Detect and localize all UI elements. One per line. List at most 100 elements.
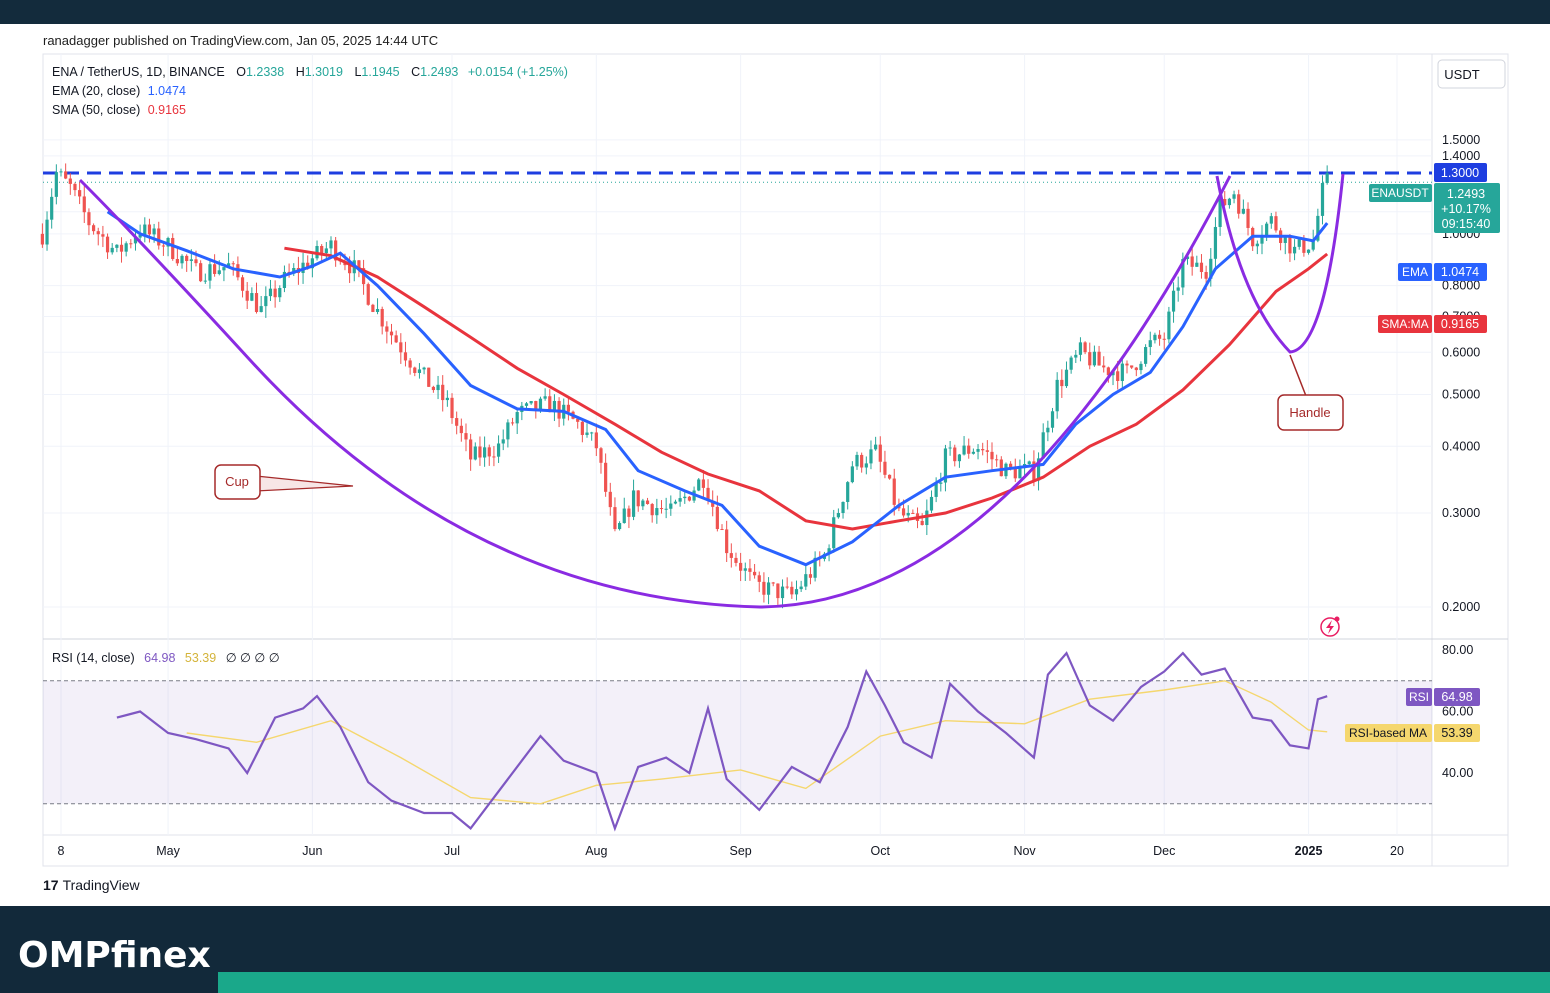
candle-body <box>1306 249 1311 253</box>
rsi-legend-extra: ∅ ∅ ∅ ∅ <box>226 651 280 665</box>
candle-body <box>1069 357 1073 370</box>
x-tick-label: Sep <box>730 844 752 858</box>
handle-curve[interactable] <box>1215 173 1345 354</box>
candle <box>1130 365 1134 370</box>
candle <box>119 237 124 263</box>
candle <box>999 456 1003 477</box>
rsi-ma-legend-value: 53.39 <box>185 651 216 665</box>
candle <box>585 423 589 438</box>
candle-body <box>548 396 552 413</box>
ema-value-label: 1.0474 <box>1441 265 1479 279</box>
candle <box>1320 175 1325 225</box>
candle <box>962 436 966 456</box>
candle-body <box>613 507 617 530</box>
resistance-tag <box>1434 163 1487 182</box>
x-tick-label: 2025 <box>1295 844 1323 858</box>
candle-body <box>771 582 775 584</box>
candle-body <box>529 401 533 404</box>
candle-body <box>622 508 626 524</box>
time-axis: 8 May Jun Jul Aug Sep Oct Nov Dec 2025 20 <box>58 844 1404 858</box>
candle <box>87 208 91 236</box>
cup-callout-pointer <box>255 475 354 492</box>
candle-body <box>245 290 249 301</box>
candle-body <box>794 589 799 595</box>
candle <box>101 225 105 248</box>
ema-value-tag <box>1434 263 1487 281</box>
candle-body <box>1078 342 1083 355</box>
candle <box>543 388 547 401</box>
candle <box>199 260 203 283</box>
candle <box>929 490 934 514</box>
candle-body <box>1032 461 1036 481</box>
candle-body <box>380 308 384 327</box>
candle <box>1139 361 1143 375</box>
cup-curve[interactable] <box>78 175 1232 609</box>
candle <box>874 436 878 451</box>
candle-body <box>59 171 63 173</box>
candle-body <box>631 490 636 517</box>
candle <box>808 567 813 585</box>
x-tick-label: 8 <box>58 844 65 858</box>
candle-body <box>729 553 733 558</box>
candle <box>813 551 817 582</box>
candle <box>1325 165 1329 185</box>
y-tick-label: 0.4000 <box>1442 439 1480 453</box>
candle <box>748 559 752 581</box>
candle <box>1162 332 1166 350</box>
close-value: 1.2493 <box>420 65 458 79</box>
candle-body <box>860 454 864 468</box>
cup-callout[interactable] <box>214 464 261 500</box>
candle <box>1283 234 1287 255</box>
candle-body <box>883 461 887 475</box>
candle-body <box>464 433 468 440</box>
candle-body <box>962 445 966 455</box>
candle <box>673 499 678 505</box>
candle-body <box>478 446 482 458</box>
handle-callout[interactable] <box>1277 394 1344 431</box>
sma-tag <box>1378 315 1432 333</box>
candle <box>1223 191 1227 207</box>
change-value: +0.0154 (+1.25%) <box>468 65 568 79</box>
candle-body <box>887 474 892 479</box>
candle <box>725 520 729 563</box>
candle <box>832 509 836 553</box>
x-tick-label: Nov <box>1013 844 1036 858</box>
candle <box>1260 225 1264 255</box>
last-price-label: 1.2493 <box>1447 187 1485 201</box>
candle-body <box>981 449 985 451</box>
candle <box>566 396 570 421</box>
candle-body <box>1027 461 1031 465</box>
top-bar <box>0 0 1550 24</box>
rsi-ma-line <box>186 680 1328 805</box>
candle-body <box>1171 290 1176 312</box>
currency-button[interactable] <box>1437 59 1506 89</box>
candle <box>1199 254 1204 279</box>
candles <box>40 163 1329 609</box>
candle-body <box>985 450 989 452</box>
candle <box>766 577 771 605</box>
currency-button-label: USDT <box>1444 67 1479 82</box>
candle-body <box>436 384 440 391</box>
candle-body <box>124 243 128 252</box>
candle <box>64 163 68 180</box>
candle <box>1134 366 1138 377</box>
candle-body <box>1237 194 1241 214</box>
candle-body <box>78 190 82 197</box>
candle-body <box>1009 463 1013 468</box>
rsi-legend: RSI (14, close) 64.98 53.39 ∅ ∅ ∅ ∅ <box>52 651 280 665</box>
candle-body <box>590 432 594 434</box>
candle <box>133 231 138 251</box>
candle <box>911 509 915 514</box>
candle-body <box>1255 243 1259 247</box>
candle <box>282 265 287 293</box>
candle-body <box>213 264 217 274</box>
candle <box>124 241 128 257</box>
candle <box>1102 356 1106 373</box>
tradingview-logo[interactable]: 17 TradingView <box>43 877 140 893</box>
candle-body <box>119 244 124 252</box>
candle-body <box>1213 226 1218 259</box>
candle-body <box>306 262 310 269</box>
candle <box>96 227 100 246</box>
candle <box>1106 366 1110 383</box>
chart-area[interactable]: 1.50001.40001.10001.00000.80000.70000.60… <box>0 0 1550 870</box>
